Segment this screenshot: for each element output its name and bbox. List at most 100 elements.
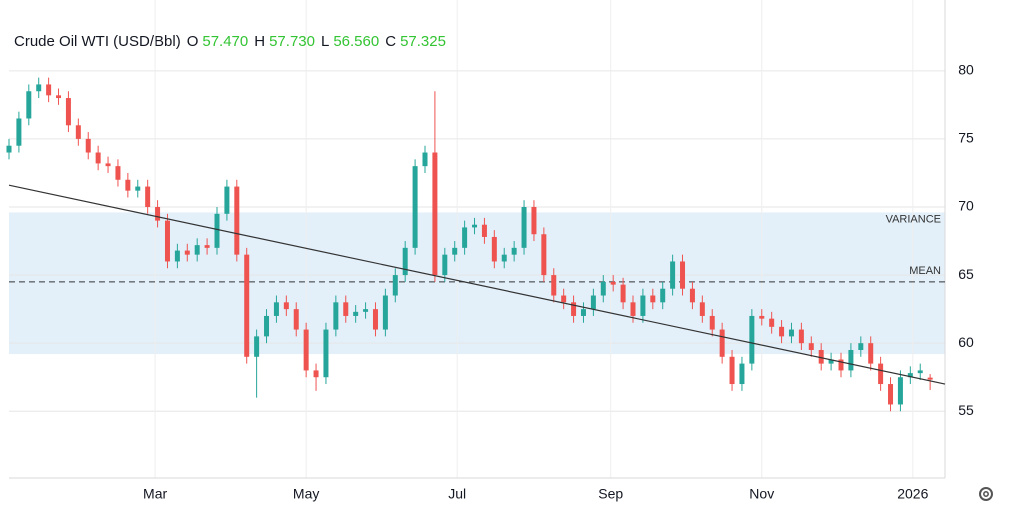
candle [353,305,359,323]
candle-body [501,254,507,262]
candle-body [472,224,478,228]
candle [531,200,537,242]
candle [392,268,398,303]
candle-body [254,336,260,357]
gear-ring[interactable] [979,487,993,501]
candle [164,213,170,269]
candle [16,111,22,153]
candle [779,320,785,344]
candle-body [699,302,705,316]
candle [174,243,180,269]
candle-body [452,247,458,255]
candle-body [719,329,725,357]
candle-body [927,377,933,380]
candle-body [16,118,22,146]
candle [798,322,804,350]
candle-body [402,247,408,276]
gear-hub[interactable] [983,491,989,497]
candle-body [382,295,388,330]
candle [125,172,131,198]
candle-body [600,281,606,296]
candle-body [759,315,765,319]
candle [442,247,448,282]
candle-body [897,377,903,405]
candle-body [590,295,596,310]
candle [858,336,864,357]
candle-body [491,236,497,262]
candle [36,77,42,99]
candle [848,343,854,378]
candle-body [838,359,844,371]
candle [660,281,666,310]
candle [600,275,606,303]
candle [224,179,230,221]
candle [372,302,378,337]
candle-body [353,311,359,316]
candle [838,352,844,378]
candle-body [323,329,329,378]
candle [115,159,121,187]
candle-body [174,250,180,262]
candle-body [273,302,279,316]
candle-body [264,315,270,337]
candle-body [670,261,676,289]
candle [26,84,32,126]
candle [590,288,596,316]
settings-icon[interactable] [979,487,993,501]
candle-body [135,186,141,191]
legend-value: 57.730 [269,33,315,50]
candle [6,138,12,160]
candle [254,329,260,398]
candle [75,118,81,146]
candle [363,302,369,319]
candle [699,295,705,323]
x-tick-label: May [293,486,319,502]
candle [481,217,487,244]
candle-body [56,95,62,99]
candle [46,77,52,103]
candle-body [293,309,299,330]
legend-value: 57.470 [202,33,248,50]
y-tick-label: 60 [958,334,974,350]
x-tick-label: Sep [598,486,623,502]
candle [234,179,240,262]
candle-body [610,281,616,285]
candle [650,288,656,310]
candle-body [224,186,230,214]
candle-body [184,250,190,255]
candle-body [541,234,547,276]
candle [422,145,428,173]
candle [580,302,586,323]
candle [323,322,329,385]
candle [878,356,884,391]
candle [511,241,517,262]
candle [145,179,151,214]
candle-body [145,186,151,207]
candle-body [749,315,755,364]
candle [680,254,686,296]
candle-body [481,224,487,237]
mean-label: MEAN [909,265,941,277]
candle [749,309,755,371]
candle [521,200,527,255]
legend-key: O [187,33,199,50]
candle-body [432,152,438,276]
candle [452,241,458,262]
candle-body [343,302,349,316]
candle-body [779,326,785,337]
candle [917,363,923,380]
candle-body [511,247,517,255]
candle [828,352,834,371]
candle-body [412,166,418,248]
candle [739,356,745,391]
candle [541,227,547,282]
candle-body [561,295,567,303]
candle-body [769,318,775,327]
x-tick-label: Jul [448,486,466,502]
candle-body [125,179,131,191]
candle [719,322,725,364]
candle-body [709,315,715,330]
x-tick-label: Nov [749,486,774,502]
